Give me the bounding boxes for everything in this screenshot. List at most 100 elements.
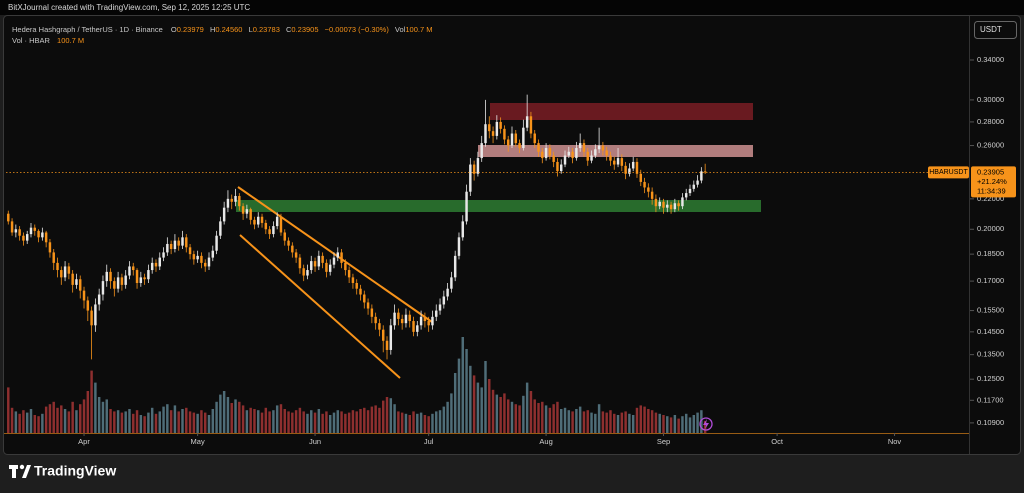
- candle-body: [101, 281, 105, 295]
- candle-body: [427, 321, 430, 326]
- volume-bar: [635, 407, 639, 433]
- candle-body: [522, 127, 525, 149]
- candle-body: [275, 216, 279, 227]
- volume-bar: [86, 391, 90, 433]
- candle-body: [226, 198, 230, 208]
- channel-upper: [237, 186, 433, 323]
- candle-body: [321, 255, 324, 263]
- brand-logo: [9, 464, 31, 478]
- volume-bar: [453, 373, 457, 433]
- volume-bar: [381, 400, 385, 433]
- volume-bar: [476, 382, 480, 433]
- candle-body: [510, 133, 514, 146]
- candle-body: [419, 316, 423, 326]
- volume-bar: [41, 413, 44, 433]
- candle-body: [370, 308, 374, 317]
- volume-bar: [427, 416, 430, 433]
- volume-bar: [10, 407, 14, 433]
- volume-bar: [692, 415, 696, 433]
- volume-bar: [597, 404, 601, 433]
- volume-bar: [211, 409, 215, 433]
- volume-bar: [684, 413, 688, 433]
- volume-bar: [696, 412, 699, 433]
- candle-body: [525, 116, 529, 128]
- volume-bar: [71, 401, 74, 433]
- candle-body: [128, 266, 131, 276]
- volume-bar: [302, 411, 305, 433]
- candle-body: [620, 158, 624, 166]
- candle-body: [86, 300, 90, 311]
- y-tick-label: 0.11700: [977, 395, 1004, 404]
- chart-panel: [3, 15, 1021, 455]
- volume-bar: [609, 410, 612, 433]
- volume-bar: [340, 411, 343, 433]
- volume-bar: [22, 410, 25, 433]
- volume-bar: [522, 395, 525, 433]
- candle-body: [298, 257, 302, 269]
- candle-body: [257, 216, 260, 225]
- candle-body: [302, 268, 305, 276]
- candle-body: [139, 277, 143, 283]
- candle-body: [355, 282, 358, 289]
- candle-body: [94, 304, 97, 326]
- volume-bar: [162, 406, 165, 433]
- candle-body: [601, 145, 605, 151]
- event-icon-bolt: [703, 419, 709, 429]
- volume-bar: [620, 412, 624, 433]
- volume-bar: [639, 405, 642, 433]
- volume-bar: [67, 411, 71, 433]
- candle-body: [211, 250, 215, 258]
- volume-bar: [400, 412, 404, 433]
- y-tick-label: 0.18500: [977, 249, 1004, 258]
- volume-bar: [544, 405, 548, 433]
- candle-body: [33, 227, 37, 231]
- volume-bar: [582, 411, 586, 433]
- candle-body: [230, 198, 233, 202]
- volume-bar: [529, 391, 533, 433]
- candle-body: [476, 158, 480, 174]
- volume-bar: [586, 410, 589, 433]
- volume-bar: [616, 415, 620, 433]
- candle-body: [488, 124, 491, 132]
- candle-body: [200, 255, 203, 263]
- candle-body: [499, 121, 502, 129]
- legend-key: C: [286, 25, 292, 34]
- candle-body: [518, 143, 521, 149]
- candle-body: [696, 180, 699, 185]
- candle-body: [18, 229, 21, 236]
- candle-body: [222, 207, 226, 222]
- volume-bar: [177, 411, 180, 433]
- candle-body: [613, 160, 616, 165]
- candle-body: [132, 266, 135, 271]
- candle-body: [442, 296, 446, 305]
- candle-body: [700, 171, 703, 181]
- candle-body: [147, 270, 150, 280]
- volume-bar: [310, 410, 313, 433]
- volume-bar: [325, 411, 328, 433]
- candle-body: [166, 243, 169, 253]
- volume-bar: [563, 407, 567, 433]
- candle-body: [63, 266, 67, 278]
- price-tag: [971, 166, 1016, 198]
- volume-bar: [253, 409, 256, 433]
- candle-body: [124, 275, 127, 285]
- volume-bar: [654, 412, 658, 433]
- candle-body: [260, 216, 264, 223]
- y-tick-label: 0.15500: [977, 306, 1004, 315]
- event-icon[interactable]: [699, 417, 713, 431]
- candle-body: [469, 164, 472, 192]
- volume-bar: [241, 405, 245, 433]
- currency-box[interactable]: [974, 21, 1017, 39]
- candle-body: [90, 310, 93, 326]
- volume-bar: [63, 409, 67, 433]
- logo-part: [19, 464, 25, 470]
- volume-bar: [101, 401, 105, 433]
- volume-bar: [488, 379, 491, 433]
- volume-bar: [226, 397, 230, 433]
- y-tick-label: 0.34000: [977, 55, 1004, 64]
- legend-key: H: [210, 25, 215, 34]
- volume-bar: [567, 410, 571, 433]
- candle-body: [416, 325, 419, 332]
- candle-body: [241, 206, 245, 214]
- brand: TradingView: [34, 463, 116, 479]
